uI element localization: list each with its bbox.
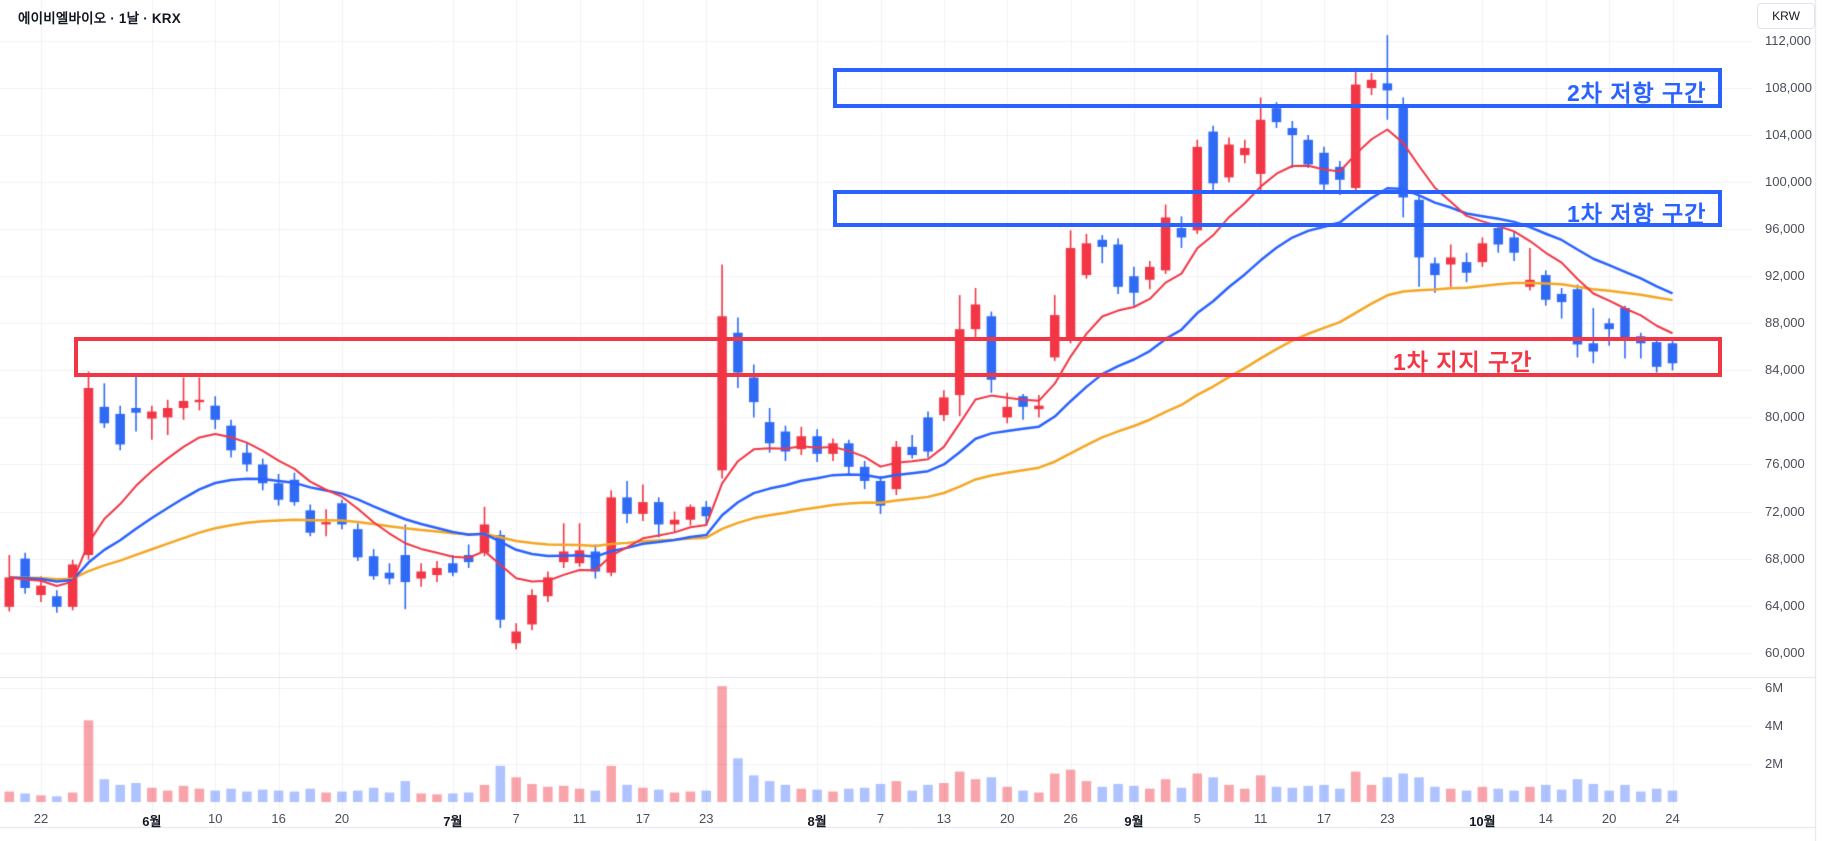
time-tick-label: 23 — [1380, 811, 1395, 826]
resistance-zone-1[interactable] — [833, 190, 1722, 227]
volume-tick-label: 4M — [1765, 718, 1784, 733]
price-tick-label: 112,000 — [1765, 33, 1812, 48]
volume-tick-label: 6M — [1765, 680, 1784, 695]
time-tick-label: 20 — [999, 811, 1015, 826]
price-tick-label: 88,000 — [1765, 315, 1805, 331]
price-tick-label: 84,000 — [1765, 362, 1805, 378]
time-tick-label: 14 — [1538, 811, 1553, 826]
time-tick-label: 26 — [1063, 811, 1078, 826]
currency-label: KRW — [1772, 9, 1800, 23]
support-zone-1[interactable] — [74, 337, 1722, 378]
price-tick-label: 92,000 — [1765, 268, 1805, 284]
time-tick-label: 9월 — [1124, 814, 1144, 829]
price-tick-label: 60,000 — [1765, 644, 1805, 660]
resistance-zone-2-label: 2차 저항 구간 — [1567, 80, 1707, 107]
time-tick-label: 22 — [33, 811, 49, 826]
price-tick-label: 64,000 — [1765, 597, 1805, 613]
time-tick-label: 13 — [936, 811, 952, 826]
time-tick-label: 7 — [876, 811, 885, 826]
time-tick-label: 20 — [1601, 811, 1617, 826]
time-tick-label: 17 — [635, 811, 651, 826]
time-tick-label: 6월 — [142, 814, 162, 829]
time-tick-label: 10월 — [1469, 814, 1496, 829]
time-tick-label: 20 — [334, 811, 350, 826]
time-tick-label: 11 — [572, 811, 587, 826]
price-tick-label: 100,000 — [1765, 174, 1812, 190]
time-tick-label: 23 — [699, 811, 714, 826]
price-tick-label: 72,000 — [1765, 503, 1805, 519]
time-tick-label: 7월 — [443, 814, 463, 829]
price-tick-label: 68,000 — [1765, 550, 1805, 566]
resistance-zone-2[interactable] — [833, 68, 1722, 109]
time-tick-label: 17 — [1316, 811, 1332, 826]
price-tick-label: 104,000 — [1765, 127, 1812, 143]
currency-badge[interactable]: KRW — [1757, 3, 1815, 29]
time-tick-label: 16 — [271, 811, 286, 826]
time-tick-label: 7 — [512, 811, 520, 826]
price-tick-label: 76,000 — [1765, 456, 1805, 472]
time-tick-label: 10 — [207, 811, 223, 826]
time-tick-label: 8월 — [807, 814, 827, 829]
price-tick-label: 80,000 — [1765, 409, 1805, 425]
price-tick-label: 96,000 — [1765, 221, 1805, 237]
support-zone-1-label: 1차 지지 구간 — [1393, 349, 1533, 376]
time-tick-label: 24 — [1665, 811, 1680, 826]
price-tick-label: 108,000 — [1765, 80, 1812, 96]
volume-tick-label: 2M — [1765, 756, 1784, 771]
resistance-zone-1-label: 1차 저항 구간 — [1567, 200, 1707, 227]
symbol-title[interactable]: 에이비엘바이오 · 1날 · KRX — [18, 11, 181, 26]
time-tick-label: 5 — [1193, 811, 1201, 826]
time-tick-label: 11 — [1253, 811, 1268, 826]
